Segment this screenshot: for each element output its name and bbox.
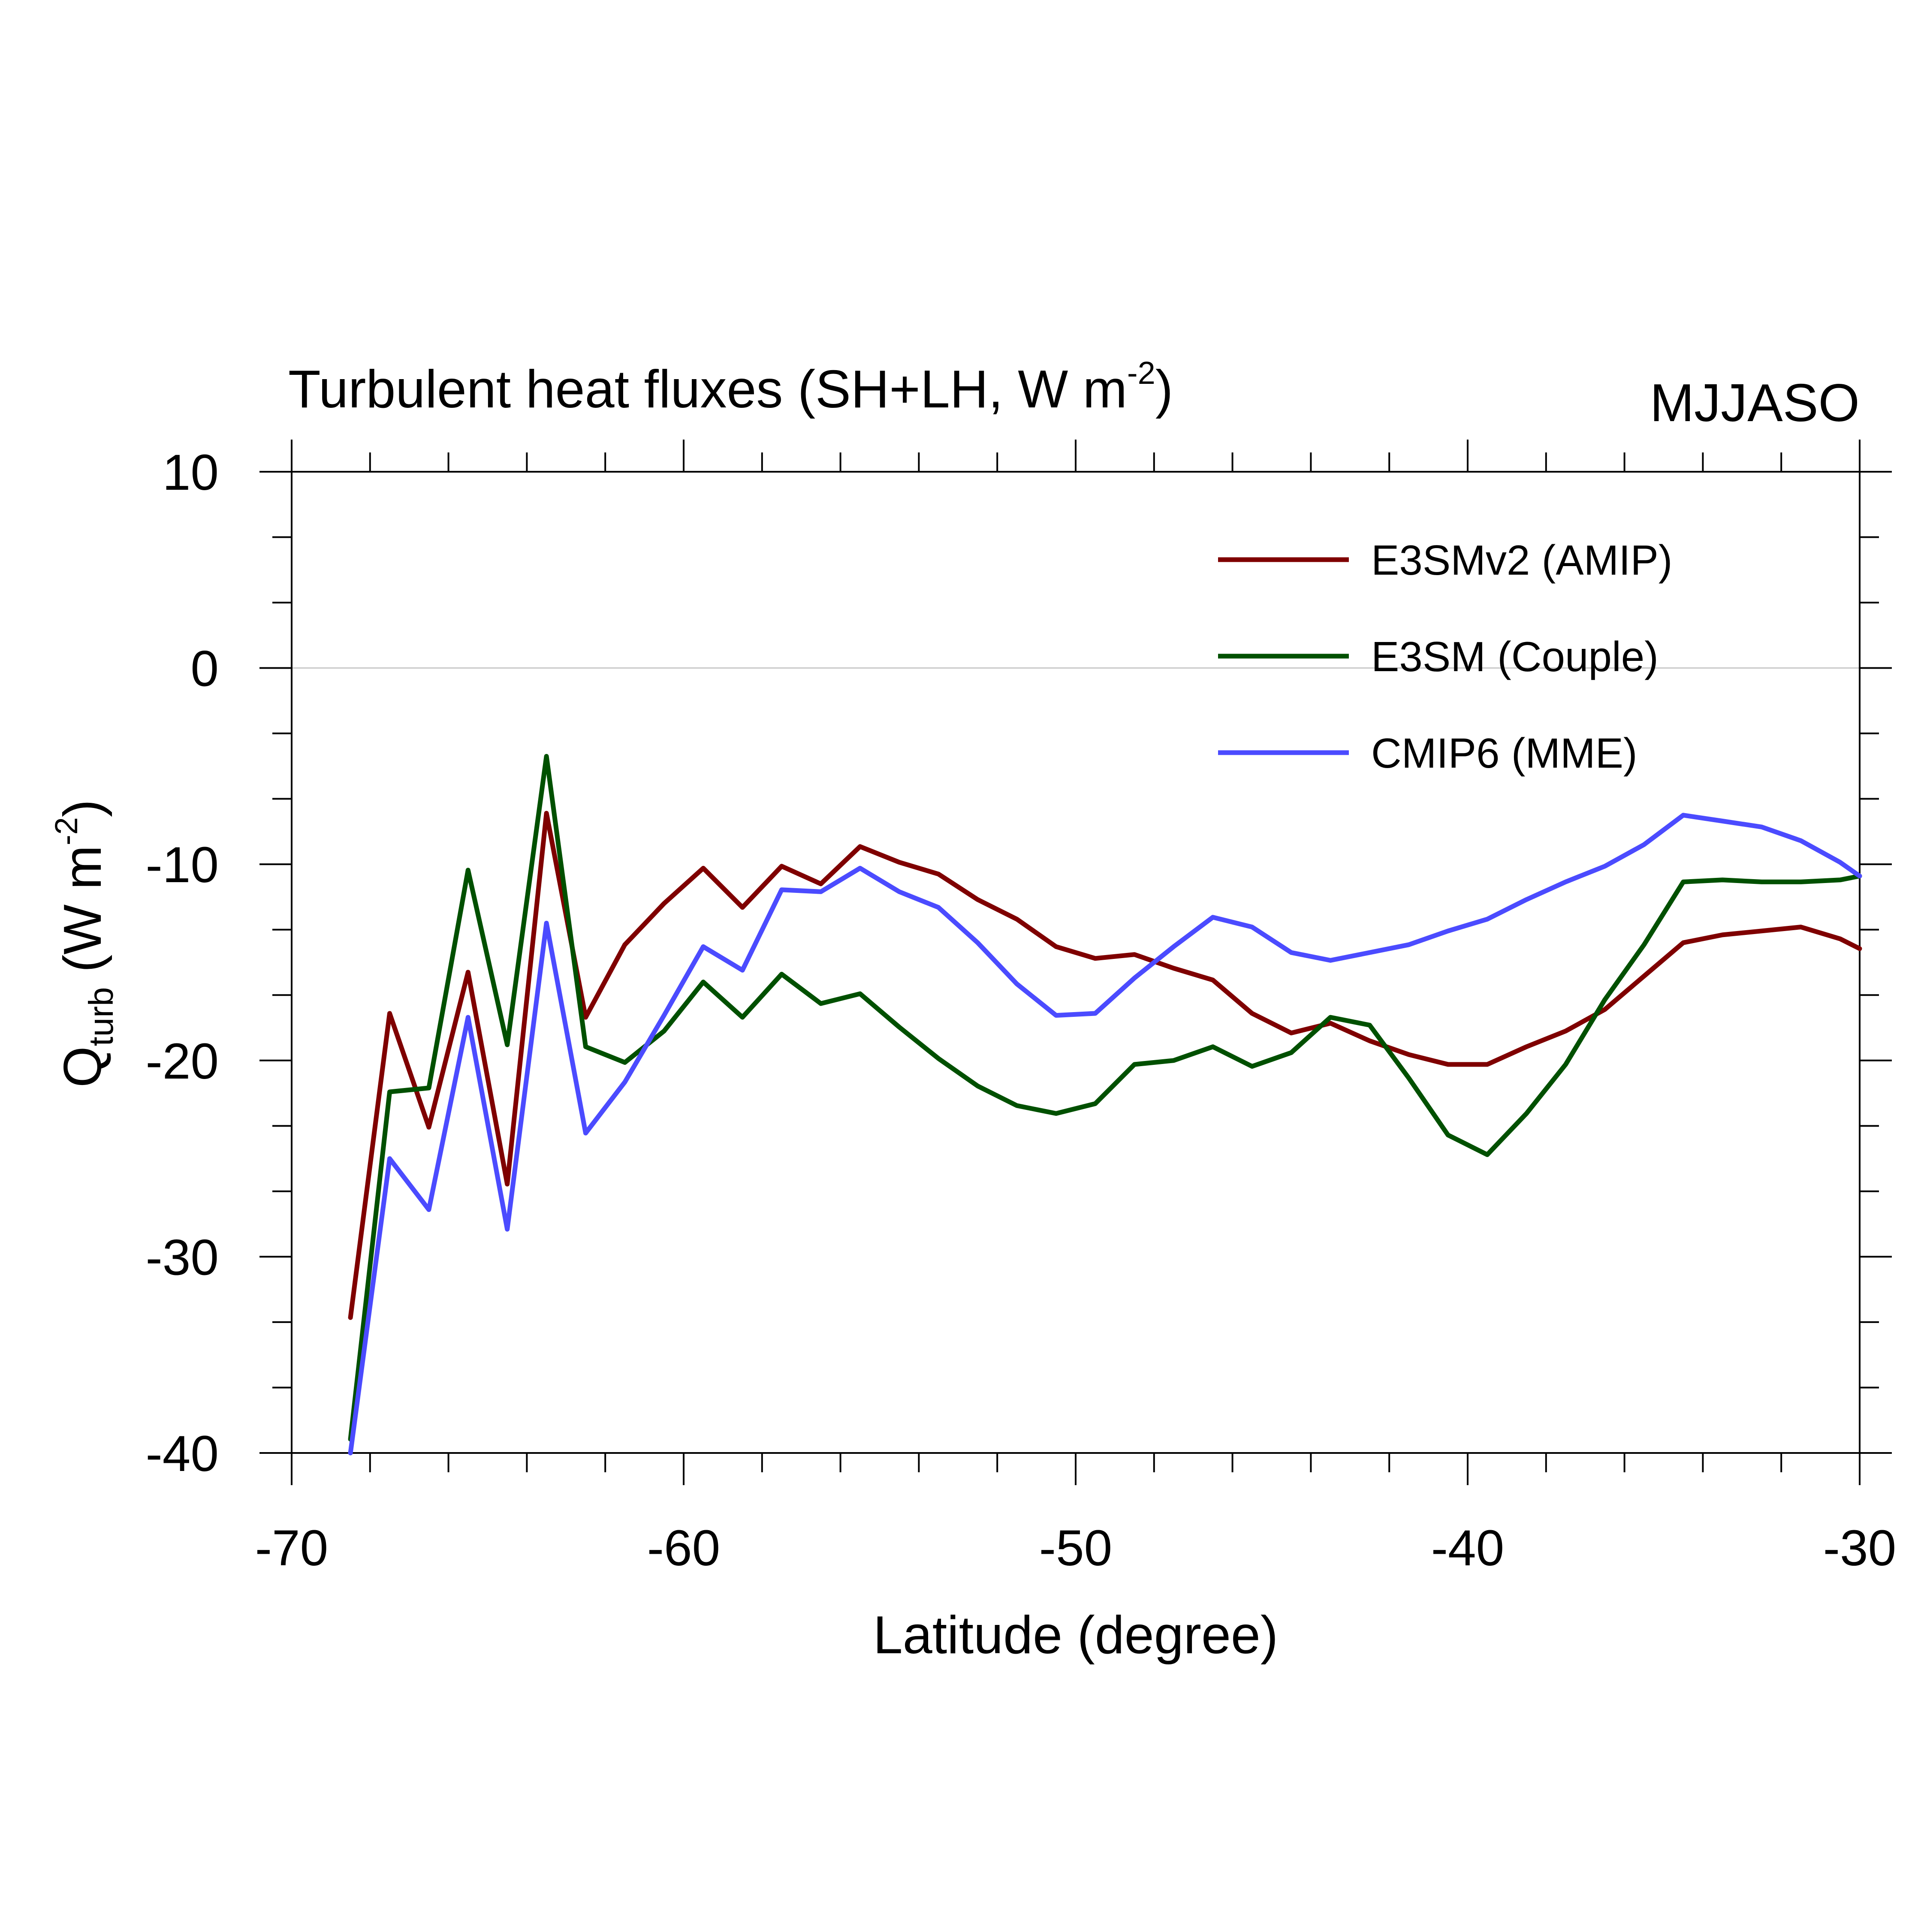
legend: E3SMv2 (AMIP) E3SM (Couple) CMIP6 (MME) <box>1218 536 1672 777</box>
series-lines <box>348 754 1862 1456</box>
y-axis-label: Qturb (W m-2) <box>48 799 120 1088</box>
chart-title-close: ) <box>1155 360 1173 419</box>
y-axis-label-exp: -2 <box>48 817 84 845</box>
series-line-e3smv2-amip <box>348 811 1862 1320</box>
x-tick-label: -70 <box>255 1520 329 1576</box>
x-axis-label: Latitude (degree) <box>873 1606 1278 1665</box>
x-tick-label: -30 <box>1823 1520 1897 1576</box>
y-tick-label: 0 <box>190 641 219 697</box>
x-tick-label: -50 <box>1039 1520 1113 1576</box>
chart-title: Turbulent heat fluxes (SH+LH, W m-2) <box>288 355 1173 419</box>
y-tick-label: -40 <box>145 1426 219 1482</box>
y-axis-label-q: Q <box>53 1046 112 1088</box>
y-axis-label-sub: turb <box>82 987 120 1046</box>
season-label: MJJASO <box>1650 374 1860 433</box>
legend-label-e3sm: E3SM (Couple) <box>1371 633 1659 680</box>
y-tick-label: -30 <box>145 1229 219 1286</box>
series-line-e3sm-couple <box>348 754 1862 1442</box>
y-tick-label: 10 <box>163 444 219 501</box>
series-line-cmip6-mme <box>348 813 1862 1456</box>
x-tick-label: -40 <box>1431 1520 1505 1576</box>
chart-title-exp: -2 <box>1127 355 1155 391</box>
chart-title-main: Turbulent heat fluxes (SH+LH, W m <box>288 360 1127 419</box>
y-tick-label: -20 <box>145 1033 219 1090</box>
legend-label-cmip6: CMIP6 (MME) <box>1371 729 1637 777</box>
y-tick-label: -10 <box>145 837 219 893</box>
y-axis-label-close: ) <box>53 799 112 817</box>
plot-frame <box>291 471 1861 1454</box>
axis-ticks: -70 -60 -50 -40 -30 -40 -30 -20 -10 0 10 <box>145 440 1896 1576</box>
y-axis-label-mid: (W m <box>53 845 112 987</box>
legend-label-e3smv2: E3SMv2 (AMIP) <box>1371 536 1672 584</box>
plot-border <box>291 471 1861 1454</box>
x-tick-label: -60 <box>647 1520 721 1576</box>
